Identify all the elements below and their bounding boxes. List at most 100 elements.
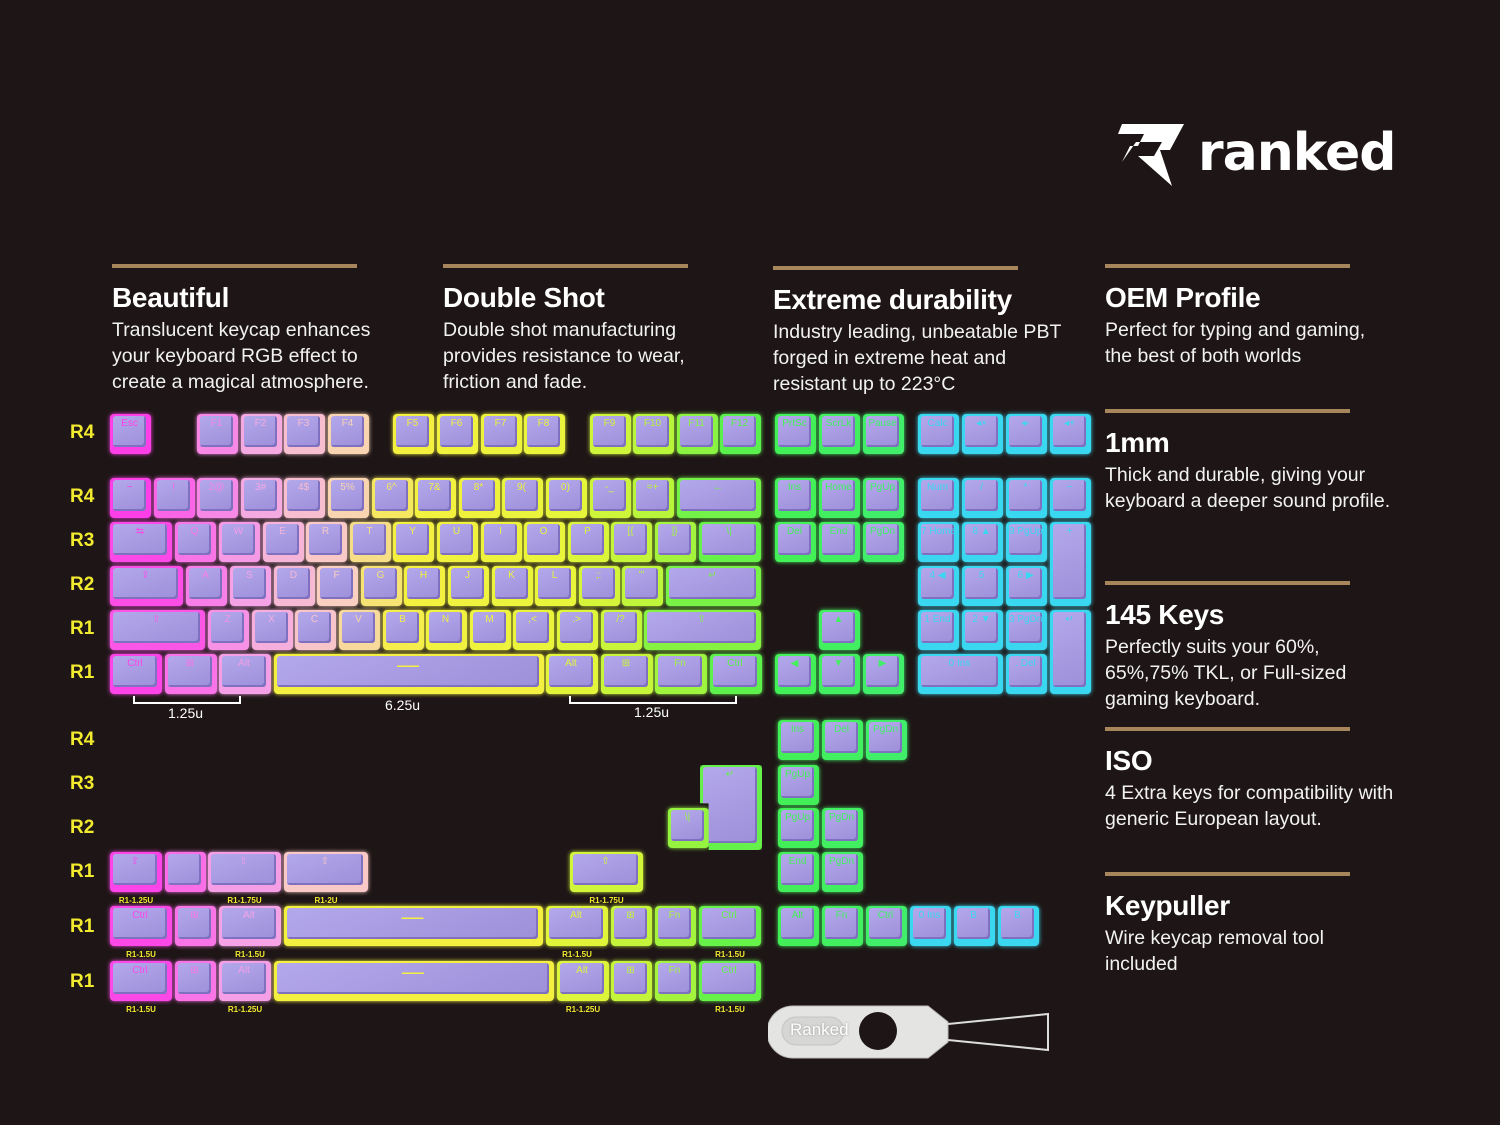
keycap: ▶ <box>863 654 904 694</box>
keycap: − <box>1050 478 1091 518</box>
keycap: PgDn <box>863 522 904 562</box>
keycap-legend: Q <box>178 524 211 555</box>
keycap: Fn <box>822 906 863 946</box>
feature-title: OEM Profile <box>1105 282 1261 313</box>
keycap-legend: E <box>266 524 299 555</box>
keycap: U <box>437 522 478 562</box>
keycap: D <box>274 566 315 606</box>
keycap <box>165 852 206 892</box>
keycap: 0) <box>546 478 587 518</box>
keycap-legend: ◂- <box>1009 416 1042 447</box>
keycap: J <box>448 566 489 606</box>
keycap: I <box>481 522 522 562</box>
keycap: N <box>426 610 467 650</box>
keycap: End <box>778 852 819 892</box>
keycap: End <box>819 522 860 562</box>
keycap-legend: — <box>287 908 538 939</box>
keycap-size-label: R1-1.25U <box>565 1005 601 1014</box>
keycap-legend: Alt <box>549 656 593 687</box>
keycap-legend: PgDn <box>825 854 858 885</box>
keycap-size-label: R1-1.5U <box>562 950 592 959</box>
keycap-legend: Del <box>778 524 811 555</box>
keycap-legend: -_ <box>593 480 626 511</box>
keycap-legend: ⇪ <box>113 568 178 599</box>
keycap-legend: 7& <box>418 480 451 511</box>
keycap-legend: C <box>298 612 331 643</box>
keycap: F5 <box>393 414 434 454</box>
keycap-legend: F3 <box>287 416 320 447</box>
keycap: ⇧ <box>644 610 761 650</box>
keycap: PgDn <box>866 720 907 760</box>
keycap-legend: 9 PgUp <box>1009 524 1042 555</box>
keycap: ⊞ <box>175 961 216 1001</box>
keycap-legend: ⊞ <box>178 963 211 994</box>
keycap: Fn <box>655 906 696 946</box>
keycap-legend: 8 ▲ <box>965 524 998 555</box>
keycap: ← <box>677 478 761 518</box>
keycap: ▼ <box>819 654 860 694</box>
keycap-legend: Alt <box>222 908 276 939</box>
feature-text: 4 Extra keys for compatibility with gene… <box>1105 782 1394 830</box>
divider <box>443 264 688 268</box>
divider <box>1105 581 1350 585</box>
keycap: Ctrl R1-1.5U <box>110 961 172 1014</box>
keycap: ⇆ <box>110 522 172 562</box>
keycap: 3# <box>241 478 282 518</box>
keycap: PgUp <box>863 478 904 518</box>
row-label: R1 <box>70 662 95 683</box>
keycap-legend: J <box>451 568 484 599</box>
keycap: 9( <box>502 478 543 518</box>
feature-text: Perfectly suits your 60%, 65%,75% TKL, o… <box>1105 636 1347 710</box>
keycap: ⊞ <box>601 654 653 694</box>
keycap: V <box>339 610 380 650</box>
keycap: Ctrl <box>110 654 162 694</box>
keycap-legend: ⊞ <box>178 908 211 939</box>
keycap: 2 ▼ <box>962 610 1003 650</box>
keycap-legend: =+ <box>636 480 669 511</box>
keycap-legend: B <box>1001 908 1034 939</box>
keycap-legend: U <box>440 524 473 555</box>
keycap-legend: 3 PgDn <box>1009 612 1042 643</box>
feature-title: Keypuller <box>1105 890 1230 921</box>
keycap: F10 <box>633 414 674 454</box>
row-label: R4 <box>70 422 95 443</box>
keycap-legend: K <box>495 568 528 599</box>
dimension-label: 6.25u <box>385 697 421 713</box>
keycap: ⇧ R1-1.25U <box>110 852 162 905</box>
keycap-size-label: R1-1.5U <box>235 950 265 959</box>
keycap-legend: 9( <box>505 480 538 511</box>
keycap-legend: B <box>957 908 990 939</box>
keycap: 5% <box>328 478 369 518</box>
keycap: ,< <box>513 610 554 650</box>
keycap-legend: B <box>386 612 419 643</box>
keycap: E <box>263 522 304 562</box>
keycap-legend: PrtSc <box>778 416 811 447</box>
keycap-legend: V <box>342 612 375 643</box>
keycap: 5 <box>962 566 1003 606</box>
keycap-legend: D <box>277 568 310 599</box>
keycap-legend: S <box>233 568 266 599</box>
keycap-legend: ▲ <box>822 612 855 643</box>
keycap: 9 PgUp <box>1006 522 1047 562</box>
ranked-logo-icon <box>1118 124 1184 186</box>
keycap-legend: I <box>484 524 517 555</box>
keycap-legend: 4$ <box>287 480 320 511</box>
keycap: /? <box>601 610 642 650</box>
keycap-legend: '" <box>625 568 658 599</box>
keycap: Ins <box>778 720 819 760</box>
keycap: Home <box>819 478 860 518</box>
keycap: 1 End <box>918 610 959 650</box>
keycap: ! <box>154 478 195 518</box>
keycap: Ctrl <box>710 654 762 694</box>
keycap: Num <box>918 478 959 518</box>
feature-double-shot: Double Shot Double shot manufacturing pro… <box>443 264 733 395</box>
keycap-legend: F8 <box>527 416 560 447</box>
keycap: Pause <box>863 414 904 454</box>
keycap-legend: /? <box>604 612 637 643</box>
keycap-legend: 2 ▼ <box>965 612 998 643</box>
keycap-legend: 0 Ins <box>913 908 946 939</box>
keycap-legend: ◂+ <box>1053 416 1086 447</box>
keycap: 6^ <box>372 478 413 518</box>
keycap-legend: ⊞ <box>168 656 212 687</box>
keycap: — <box>284 906 543 946</box>
